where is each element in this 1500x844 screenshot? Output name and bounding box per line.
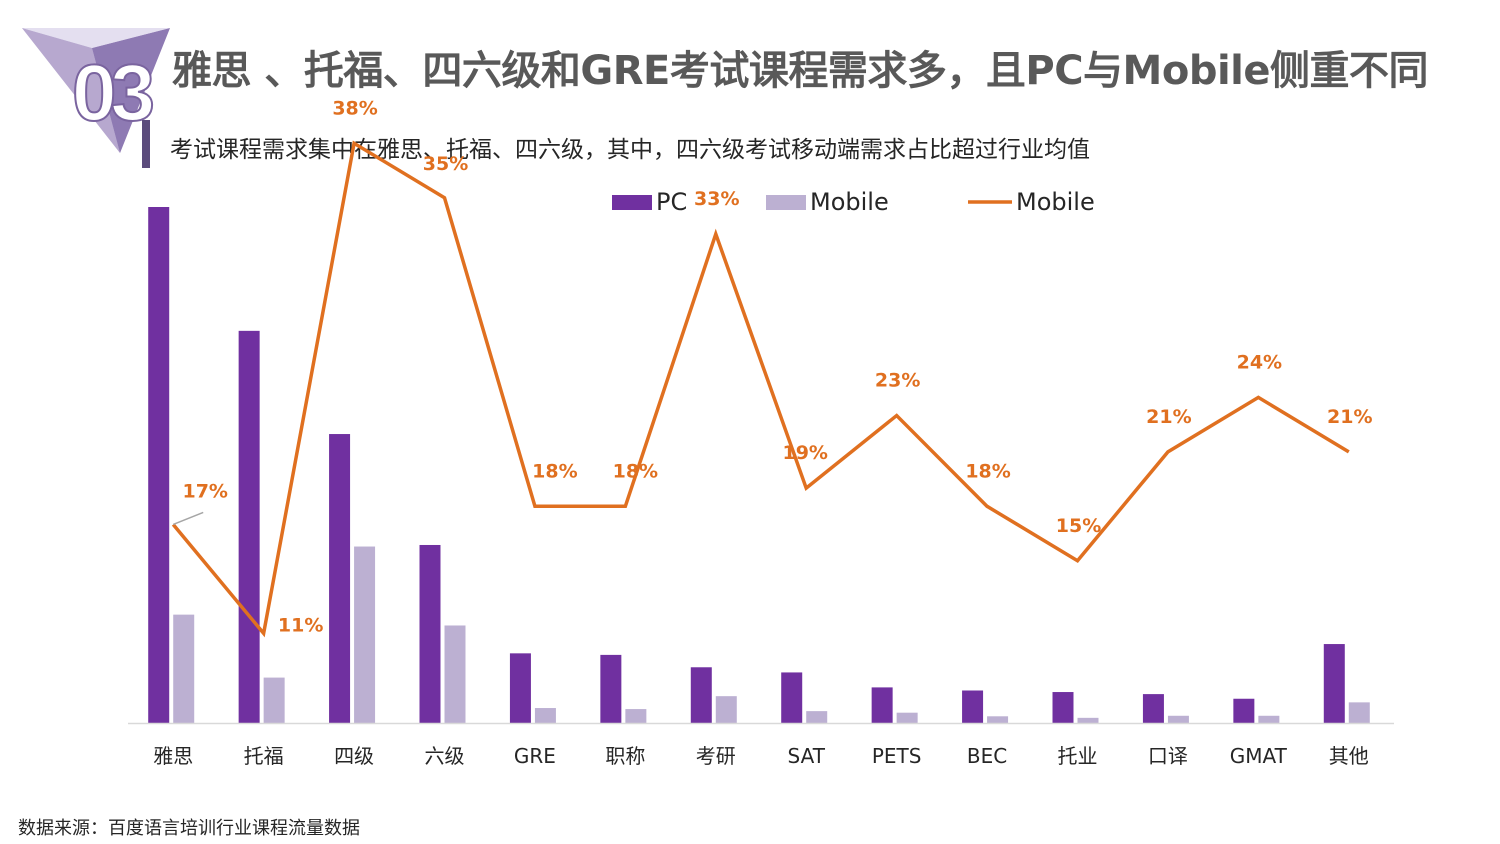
x-tick-label: 六级 (425, 744, 465, 768)
bar-pc-11 (1142, 694, 1164, 723)
x-tick-label: 口译 (1148, 744, 1188, 768)
data-label-10: 15% (1056, 515, 1101, 537)
bar-mobile-3 (444, 625, 466, 723)
bar-mobile-7 (806, 711, 828, 723)
chart: 雅思 托福 四级 六级 GRE 职称 考研 SAT PETS BEC 托业 口译 GMAT 其他 17% 1… (128, 97, 1394, 768)
bar-mobile-11 (1167, 715, 1189, 723)
data-label-4: 18% (532, 460, 577, 482)
legend-label-0: PC (656, 188, 687, 216)
legend-label-1: Mobile (810, 188, 889, 216)
bar-pc-3 (419, 544, 441, 723)
data-label-3: 35% (423, 153, 468, 175)
legend-label-2: Mobile (1016, 188, 1095, 216)
bar-pc-10 (1052, 692, 1074, 723)
legend-swatch-0 (612, 195, 652, 210)
x-tick-label: GMAT (1230, 744, 1288, 768)
x-tick-label: 职称 (605, 744, 645, 768)
bar-pc-9 (962, 690, 984, 723)
bar-mobile-8 (896, 712, 918, 723)
legend-swatch-1 (766, 195, 806, 210)
bar-pc-5 (600, 654, 622, 723)
x-tick-label: SAT (788, 744, 826, 768)
data-label-7: 19% (782, 442, 827, 464)
page-title: 雅思 、托福、四六级和GRE考试课程需求多，且PC与Mobile侧重不同 (172, 48, 1429, 94)
data-label-12: 24% (1237, 351, 1282, 373)
data-label-2: 38% (332, 97, 377, 119)
bar-pc-8 (871, 687, 893, 723)
x-tick-label: 托业 (1058, 744, 1098, 768)
bar-mobile-9 (987, 716, 1009, 723)
chart-subtitle: 考试课程需求集中在雅思、托福、四六级，其中，四六级考试移动端需求占比超过行业均值 (170, 137, 1090, 163)
line-mobile-share (171, 140, 1350, 638)
badge-triangle-right (92, 28, 170, 153)
bar-pc-12 (1233, 698, 1255, 723)
data-source-note: 数据来源：百度语言培训行业课程流量数据 (18, 818, 360, 839)
data-label-8: 23% (875, 370, 920, 392)
x-tick-label: PETS (872, 744, 922, 768)
x-tick-label: GRE (514, 744, 556, 768)
bar-pc-13 (1323, 644, 1345, 723)
bar-pc-7 (781, 672, 803, 723)
bar-pc-1 (238, 330, 260, 723)
x-tick-label: 托福 (244, 744, 284, 768)
data-label-11: 21% (1146, 406, 1191, 428)
data-label-13: 21% (1327, 406, 1372, 428)
bar-mobile-5 (625, 709, 647, 723)
bar-mobile-1 (263, 677, 285, 723)
bar-pc-0 (148, 207, 170, 723)
x-tick-label: 四级 (334, 744, 374, 768)
data-label-1: 11% (278, 614, 323, 636)
badge-triangle-top (22, 28, 170, 48)
bar-mobile-6 (715, 696, 737, 723)
subtitle-accent-bar (142, 120, 150, 168)
data-label-0: 17% (182, 480, 227, 502)
data-label-6: 33% (694, 188, 739, 210)
data-label-9: 18% (965, 460, 1010, 482)
badge-triangle-left (22, 28, 120, 153)
bar-mobile-12 (1258, 715, 1280, 723)
bar-mobile-13 (1348, 702, 1370, 723)
bar-mobile-2 (354, 546, 376, 723)
x-tick-label: 考研 (696, 744, 736, 768)
bar-mobile-0 (173, 614, 195, 723)
bar-pc-4 (509, 653, 531, 723)
bar-mobile-10 (1077, 717, 1099, 723)
bar-pc-2 (329, 434, 351, 723)
data-label-5: 18% (613, 460, 658, 482)
x-tick-label: 其他 (1329, 744, 1369, 768)
x-tick-label: BEC (967, 744, 1007, 768)
x-tick-label: 雅思 (153, 744, 193, 768)
bar-pc-6 (690, 667, 712, 723)
label-leader-line (172, 511, 204, 526)
bar-mobile-4 (534, 708, 556, 723)
